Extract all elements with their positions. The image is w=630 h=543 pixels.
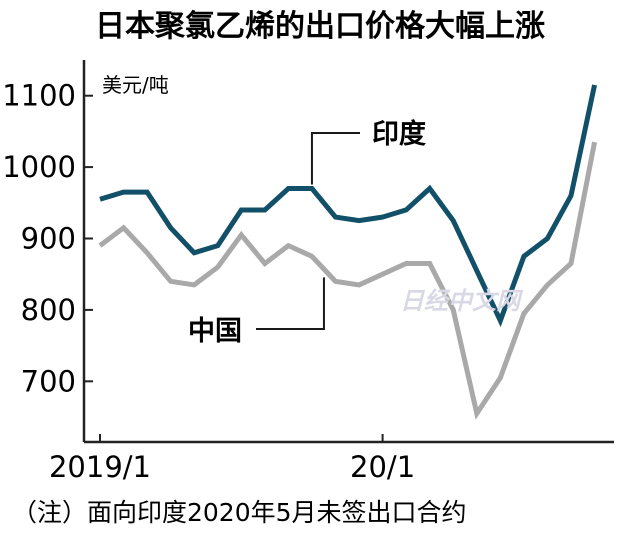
footnote: （注）面向印度2020年5月未签出口合约 [12, 498, 467, 527]
series-line-india [99, 84, 597, 328]
y-tick-label: 1000 [2, 150, 76, 184]
x-tick-label: 2019/1 [49, 450, 151, 484]
y-tick-label: 800 [21, 293, 76, 327]
callout-line-india [310, 132, 360, 185]
y-axis-ticks: 700 800 900 1000 1100 [2, 79, 93, 398]
watermark-text: 日经中文网 [400, 287, 524, 315]
y-tick-label: 1100 [2, 79, 76, 113]
y-tick-label: 900 [21, 222, 76, 256]
x-axis-ticks: 2019/1 20/1 [49, 434, 415, 484]
y-tick-label: 700 [21, 364, 76, 398]
series-label-china: 中国 [188, 316, 242, 347]
series-layer [98, 84, 598, 420]
chart-title: 日本聚氯乙烯的出口价格大幅上涨 [95, 9, 545, 44]
callout-line-china [256, 277, 325, 330]
series-line-china [98, 141, 598, 420]
x-tick-label: 20/1 [350, 450, 415, 484]
axes [82, 60, 614, 444]
y-axis-unit: 美元/吨 [102, 73, 169, 97]
series-label-india: 印度 [372, 118, 426, 150]
